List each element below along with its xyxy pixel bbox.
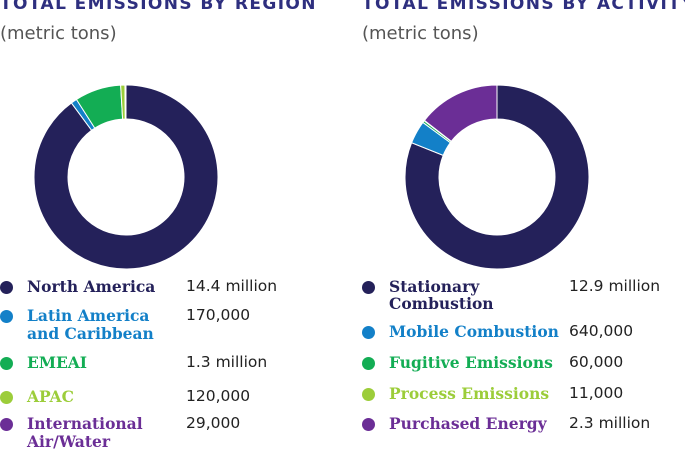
legend-value-emeai: 1.3 million	[186, 353, 268, 371]
legend-value-north-america: 14.4 million	[186, 277, 278, 295]
legend-value-purchased-energy: 2.3 million	[569, 414, 651, 432]
legend-value-stationary-combustion: 12.9 million	[569, 277, 661, 295]
region-donut-chart	[33, 84, 219, 270]
legend-value-apac: 120,000	[186, 387, 251, 405]
legend-label-stationary-line1: Stationary	[389, 277, 480, 296]
legend-value-fugitive-emissions: 60,000	[569, 353, 624, 371]
legend-swatch-international	[0, 418, 13, 431]
legend-label-stationary-line2: Combustion	[389, 294, 494, 313]
legend-swatch-process-emissions	[362, 388, 375, 401]
legend-swatch-stationary-combustion	[362, 281, 375, 294]
legend-swatch-fugitive-emissions	[362, 357, 375, 370]
donut-slice-stationary-combustion	[404, 84, 590, 270]
legend-label-emeai: EMEAI	[27, 353, 88, 372]
legend-value-mobile-combustion: 640,000	[569, 322, 634, 340]
activity-chart-subtitle: (metric tons)	[362, 23, 479, 44]
legend-value-process-emissions: 11,000	[569, 384, 624, 402]
region-chart-title: TOTAL EMISSIONS BY REGION	[0, 0, 317, 14]
legend-swatch-latin-america	[0, 310, 13, 323]
legend-swatch-purchased-energy	[362, 418, 375, 431]
legend-label-purchased-energy: Purchased Energy	[389, 414, 547, 433]
donut-slice-international	[124, 84, 127, 120]
legend-swatch-emeai	[0, 357, 13, 370]
legend-label-process-emissions: Process Emissions	[389, 384, 550, 403]
legend-label-north-america: North America	[27, 277, 156, 296]
legend-swatch-north-america	[0, 281, 13, 294]
legend-swatch-apac	[0, 391, 13, 404]
legend-label-international-line1: International	[27, 414, 143, 433]
donut-slice-north-america	[33, 84, 219, 270]
legend-swatch-mobile-combustion	[362, 326, 375, 339]
activity-chart-title: TOTAL EMISSIONS BY ACTIVITY	[362, 0, 685, 14]
legend-value-international: 29,000	[186, 414, 241, 432]
legend-label-apac: APAC	[27, 387, 74, 406]
legend-label-latin-america-line2: and Caribbean	[27, 324, 154, 343]
donut-slice-purchased-energy	[423, 84, 498, 143]
legend-value-latin-america: 170,000	[186, 306, 251, 324]
legend-label-latin-america-line1: Latin America	[27, 306, 150, 325]
region-chart-subtitle: (metric tons)	[0, 23, 117, 44]
legend-label-mobile-combustion: Mobile Combustion	[389, 322, 559, 341]
legend-label-international-line2: Air/Water	[27, 432, 111, 451]
legend-label-fugitive-emissions: Fugitive Emissions	[389, 353, 553, 372]
activity-donut-chart	[404, 84, 590, 270]
